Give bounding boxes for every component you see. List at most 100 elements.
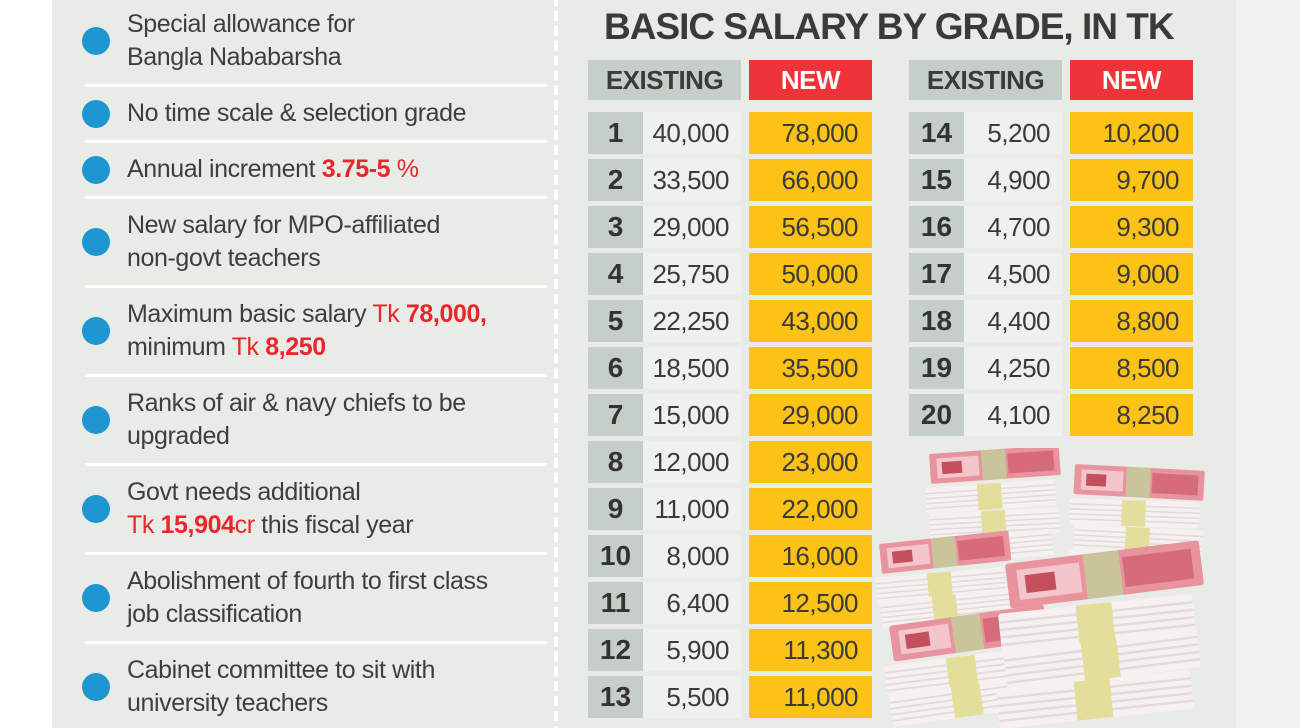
separator-line [85,641,547,644]
new-value-cell: 23,000 [749,441,872,483]
new-value-cell: 11,000 [749,676,872,718]
cell-gap [741,206,749,248]
existing-header: EXISTING [588,60,741,100]
bullet-item: Abolishment of fourth to first class job … [52,565,558,631]
table-row: 18 4,400 8,800 [909,300,1193,342]
highlights-panel: Special allowance for Bangla Nababarsha No… [52,0,558,728]
new-value-cell: 56,500 [749,206,872,248]
table-row: 9 11,000 22,000 [588,488,872,530]
grade-group-2: EXISTING NEW 14 5,200 10,200 15 4,900 9,700 16… [909,60,1193,441]
bullet-item: Maximum basic salary Tk 78,000, minimum T… [52,298,558,364]
new-value-cell: 78,000 [749,112,872,154]
existing-value-cell: 22,250 [643,300,741,342]
new-header: NEW [1070,60,1193,100]
grade-cell: 4 [588,253,643,295]
bullet-icon [82,99,110,128]
table-row: 14 5,200 10,200 [909,112,1193,154]
table-row: 10 8,000 16,000 [588,535,872,577]
grade-cell: 10 [588,535,643,577]
bullet-item: New salary for MPO-affiliated non-govt te… [52,209,558,275]
new-value-cell: 8,250 [1070,394,1193,436]
table-row: 13 5,500 11,000 [588,676,872,718]
bullet-item: Special allowance for Bangla Nababarsha [52,8,558,74]
cell-gap [741,676,749,718]
separator-line [85,285,547,288]
bullet-item: Ranks of air & navy chiefs to be upgraded [52,387,558,453]
cell-gap [1062,253,1070,295]
table-row: 11 6,400 12,500 [588,582,872,624]
bullet-text: Maximum basic salary Tk 78,000, minimum T… [127,300,487,361]
new-value-cell: 9,000 [1070,253,1193,295]
existing-value-cell: 33,500 [643,159,741,201]
new-value-cell: 12,500 [749,582,872,624]
bullet-icon [82,584,110,612]
bullet-icon [82,27,110,55]
new-value-cell: 43,000 [749,300,872,342]
cell-gap [1062,159,1070,201]
existing-value-cell: 4,700 [964,206,1062,248]
existing-value-cell: 4,400 [964,300,1062,342]
cell-gap [741,112,749,154]
bullet-icon [82,155,110,184]
cell-gap [741,535,749,577]
grade-cell: 1 [588,112,643,154]
bullet-text: Abolishment of fourth to first class job … [127,567,488,628]
separator-line [85,552,547,555]
existing-value-cell: 5,200 [964,112,1062,154]
bullet-text: No time scale & selection grade [127,99,467,127]
new-value-cell: 16,000 [749,535,872,577]
cell-gap [1062,300,1070,342]
bullet-item: Annual increment 3.75-5 % [52,153,558,186]
table-row: 4 25,750 50,000 [588,253,872,295]
cell-gap [1062,347,1070,389]
cell-gap [1062,394,1070,436]
cell-gap [1062,112,1070,154]
grade-cell: 8 [588,441,643,483]
money-stacks-illustration [875,448,1205,728]
table-row: 1 40,000 78,000 [588,112,872,154]
bullet-item: Cabinet committee to sit with university … [52,654,558,720]
salary-table-panel: BASIC SALARY BY GRADE, IN TK EXISTING NE… [558,0,1236,728]
group-2-rows: 14 5,200 10,200 15 4,900 9,700 16 4,700 9,300 17 4… [909,112,1193,436]
grade-cell: 11 [588,582,643,624]
separator-line [85,463,547,466]
existing-value-cell: 4,250 [964,347,1062,389]
existing-value-cell: 4,500 [964,253,1062,295]
existing-value-cell: 12,000 [643,441,741,483]
grade-cell: 6 [588,347,643,389]
table-row: 3 29,000 56,500 [588,206,872,248]
table-row: 15 4,900 9,700 [909,159,1193,201]
separator-line [85,84,547,87]
bullet-icon [82,673,110,701]
bullet-icon [82,317,110,345]
bullet-text: Annual increment 3.75-5 % [127,155,419,183]
new-value-cell: 8,500 [1070,347,1193,389]
cell-gap [741,300,749,342]
cell-gap [741,394,749,436]
existing-value-cell: 25,750 [643,253,741,295]
existing-value-cell: 4,100 [964,394,1062,436]
dashed-divider [554,0,559,728]
bullet-icon [82,495,110,523]
existing-value-cell: 5,500 [643,676,741,718]
header-gap [1062,60,1070,100]
existing-value-cell: 5,900 [643,629,741,671]
grade-cell: 14 [909,112,964,154]
new-value-cell: 29,000 [749,394,872,436]
existing-value-cell: 4,900 [964,159,1062,201]
table-row: 20 4,100 8,250 [909,394,1193,436]
header-gap [741,60,749,100]
existing-value-cell: 11,000 [643,488,741,530]
bullet-item: No time scale & selection grade [52,97,558,130]
bullet-text: Cabinet committee to sit with university … [127,656,435,717]
group-2-header: EXISTING NEW [909,60,1193,100]
table-row: 19 4,250 8,500 [909,347,1193,389]
grade-cell: 18 [909,300,964,342]
bullet-text: Special allowance for Bangla Nababarsha [127,10,355,71]
table-row: 17 4,500 9,000 [909,253,1193,295]
bullet-text: Govt needs additional Tk 15,904cr this fi… [127,478,414,539]
new-value-cell: 35,500 [749,347,872,389]
grade-cell: 16 [909,206,964,248]
existing-value-cell: 18,500 [643,347,741,389]
